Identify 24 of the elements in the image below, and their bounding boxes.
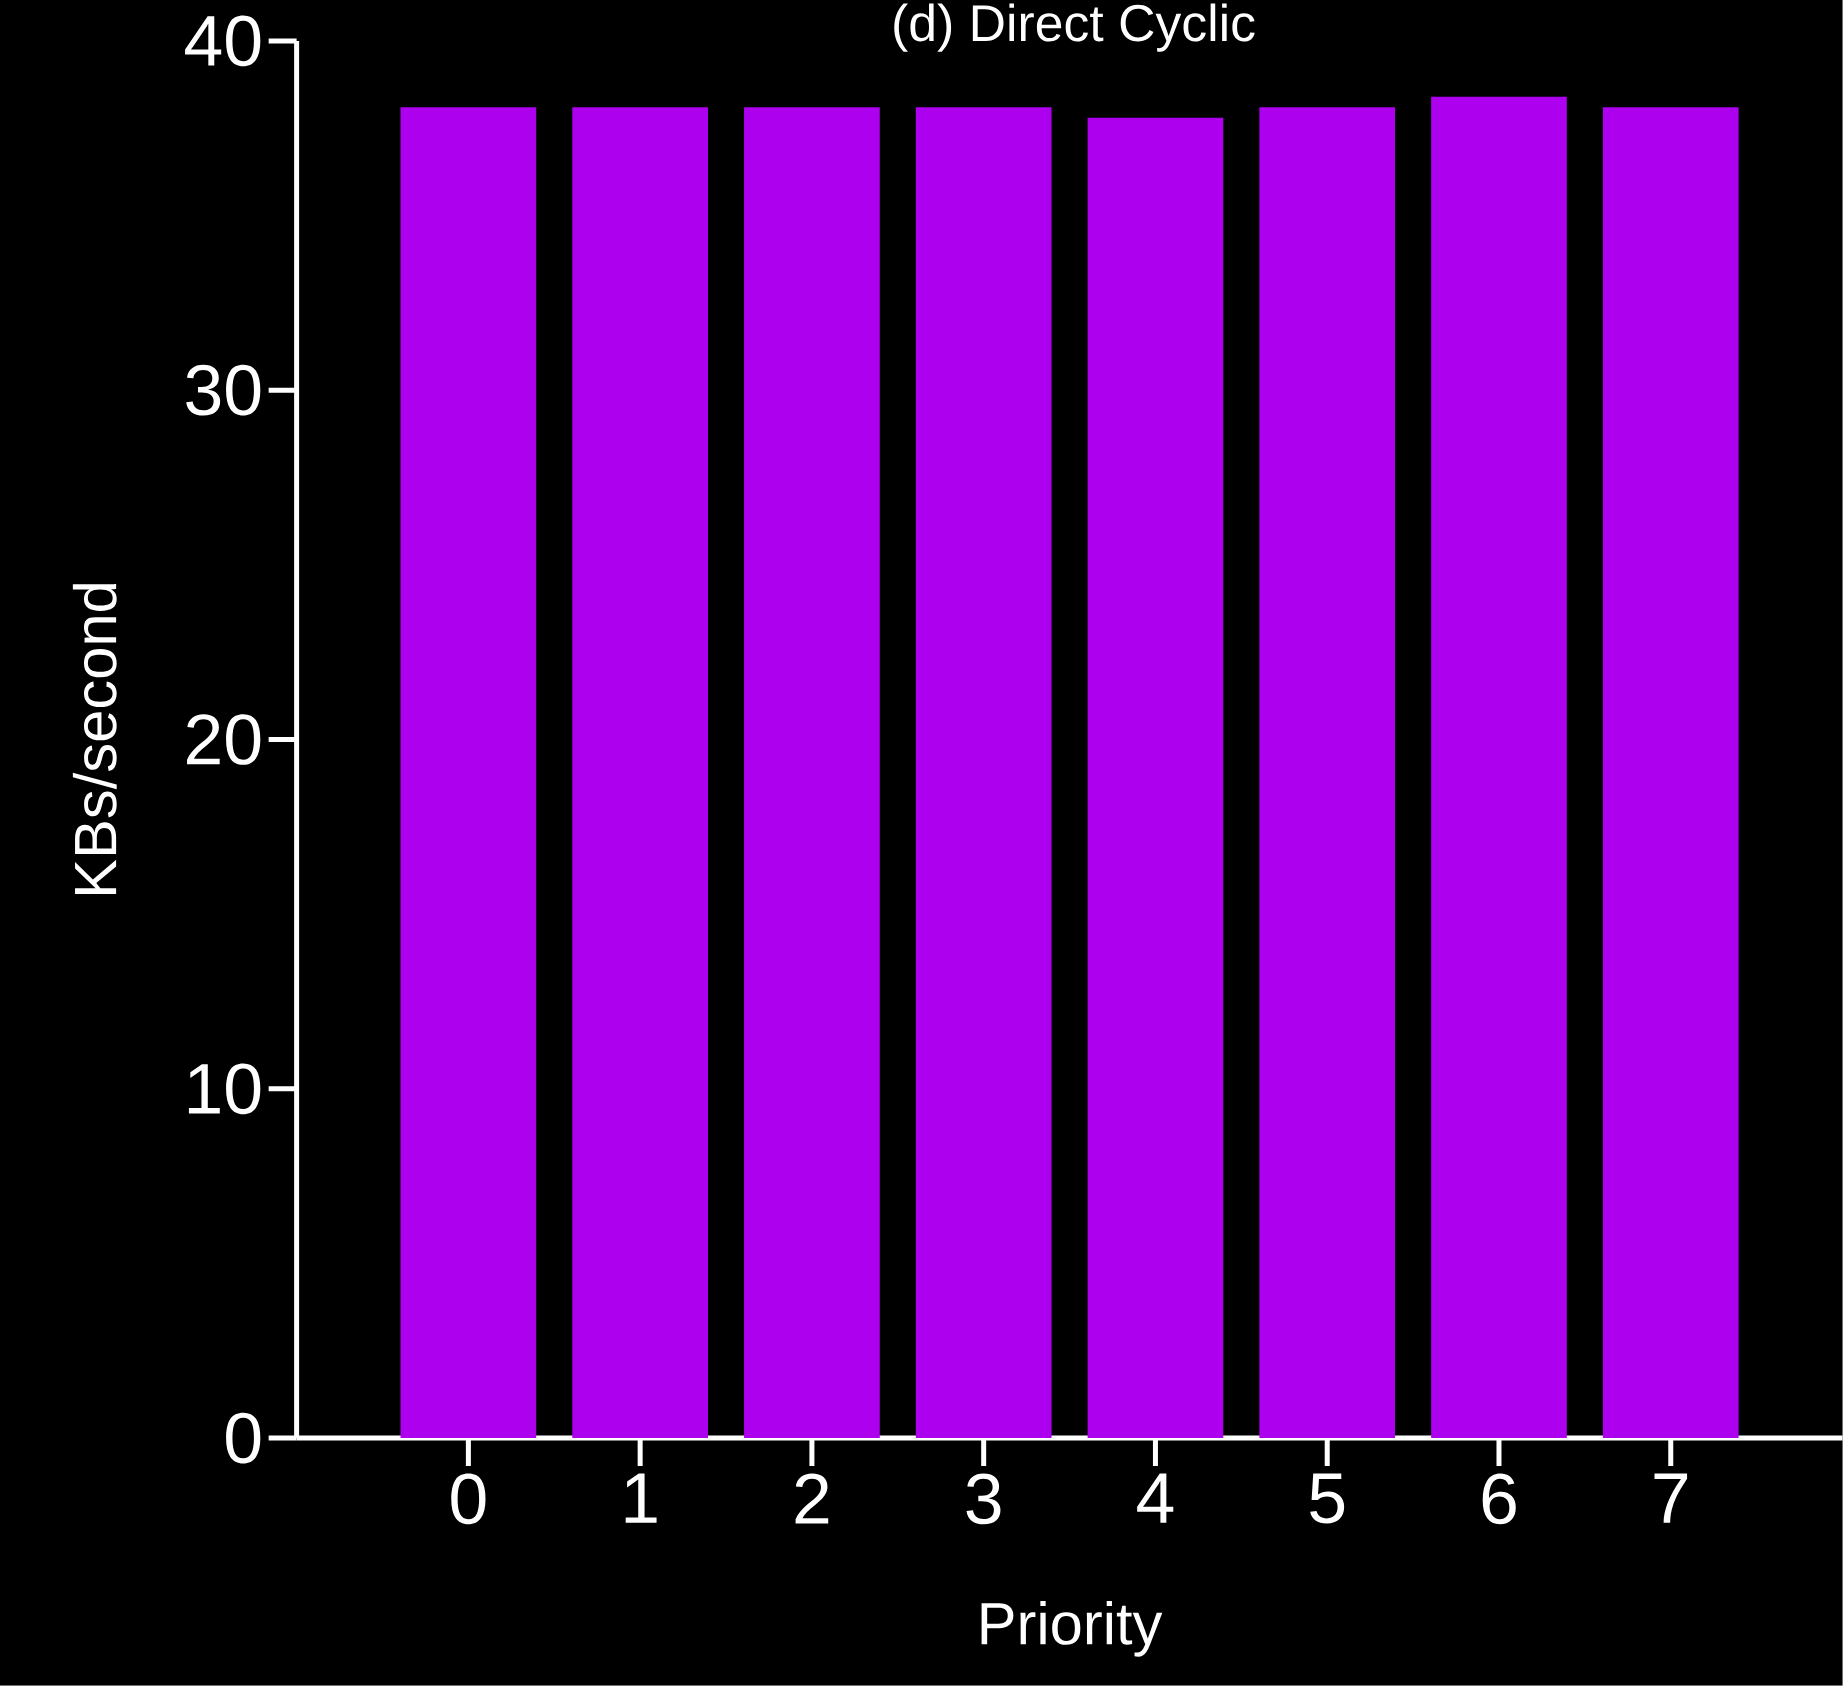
- x-tick-label: 5: [1310, 1473, 1345, 1524]
- bar: [400, 107, 537, 1439]
- bar: [572, 107, 708, 1439]
- x-axis-title: Priority: [981, 1601, 1163, 1657]
- chart-title: (d) Direct Cyclic: [894, 3, 1255, 52]
- y-tick-label: 40: [185, 15, 261, 67]
- bar: [1431, 96, 1567, 1439]
- x-tick-label: 6: [1482, 1473, 1516, 1525]
- x-tick-label: 3: [966, 1473, 1001, 1525]
- bar: [915, 107, 1052, 1439]
- bar: [1087, 117, 1224, 1439]
- x-tick-label: 7: [1654, 1473, 1688, 1523]
- x-tick-label: 1: [625, 1473, 657, 1523]
- x-tick-label: 4: [1137, 1473, 1174, 1523]
- bar: [1259, 107, 1396, 1439]
- y-tick-label: 30: [186, 364, 261, 416]
- x-tick-label: 2: [795, 1473, 829, 1524]
- y-tick-label: 20: [187, 714, 261, 765]
- bar: [744, 107, 880, 1439]
- y-tick-label: 10: [188, 1063, 261, 1115]
- y-axis-title: KBs/second: [72, 584, 117, 895]
- y-tick-label: 0: [226, 1412, 261, 1464]
- x-tick-label: 0: [451, 1473, 486, 1525]
- bar: [1602, 107, 1739, 1439]
